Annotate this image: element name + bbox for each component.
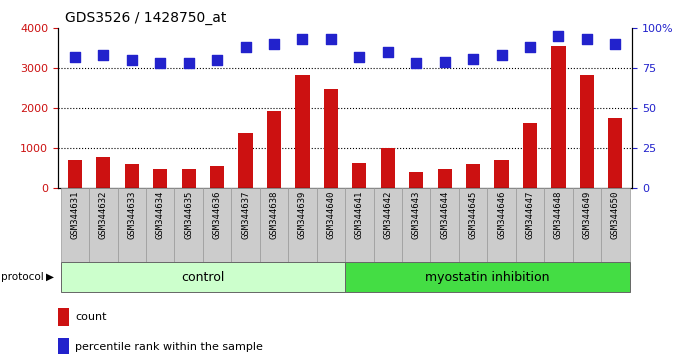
Text: percentile rank within the sample: percentile rank within the sample [75,342,263,352]
Bar [203,188,231,262]
Text: GSM344642: GSM344642 [384,190,392,239]
Bar [608,118,622,188]
Bar [96,156,110,188]
Bar [573,188,601,262]
Point [581,37,592,42]
Bar [580,75,594,188]
Point [382,50,393,55]
Bar [409,172,424,188]
Text: GSM344634: GSM344634 [156,190,165,239]
Point [297,37,308,42]
Text: GSM344640: GSM344640 [326,190,335,239]
Point [468,56,479,62]
Bar [58,308,69,326]
Bar [61,262,345,292]
Text: GSM344639: GSM344639 [298,190,307,239]
Bar [124,164,139,188]
Text: GSM344646: GSM344646 [497,190,506,239]
Bar [58,338,69,354]
Point [240,45,251,50]
Text: GSM344647: GSM344647 [526,190,534,239]
Point [326,37,337,42]
Bar [118,188,146,262]
Bar [523,123,537,188]
Point [610,41,621,47]
Point [524,45,535,50]
Text: GSM344635: GSM344635 [184,190,193,239]
Bar [515,188,544,262]
Point [496,53,507,58]
Text: GSM344632: GSM344632 [99,190,108,239]
Point [69,54,80,60]
Point [269,41,279,47]
Point [183,61,194,66]
Text: control: control [181,270,224,284]
Bar [430,188,459,262]
Text: GSM344643: GSM344643 [411,190,421,239]
Bar [295,75,309,188]
Bar [182,169,196,188]
Text: GSM344649: GSM344649 [582,190,592,239]
Text: GSM344650: GSM344650 [611,190,620,239]
Bar [437,169,452,188]
Bar [381,148,395,188]
Text: myostatin inhibition: myostatin inhibition [425,270,549,284]
Text: ▶: ▶ [46,272,54,282]
Text: GSM344636: GSM344636 [213,190,222,239]
Text: protocol: protocol [1,272,44,282]
Bar [544,188,573,262]
Bar [601,188,630,262]
Bar [153,169,167,188]
Point [155,61,166,66]
Bar [267,111,281,188]
Point [126,57,137,63]
Bar [231,188,260,262]
Bar [61,188,89,262]
Bar [345,188,373,262]
Bar [260,188,288,262]
Bar [317,188,345,262]
Bar [551,46,566,188]
Point [211,57,222,63]
Text: GSM344644: GSM344644 [440,190,449,239]
Bar [459,188,488,262]
Text: count: count [75,312,107,322]
Bar [210,166,224,188]
Point [411,61,422,66]
Bar [175,188,203,262]
Bar [68,160,82,188]
Text: GSM344638: GSM344638 [269,190,279,239]
Text: GSM344637: GSM344637 [241,190,250,239]
Bar [239,133,253,188]
Bar [373,188,402,262]
Text: GDS3526 / 1428750_at: GDS3526 / 1428750_at [65,11,226,25]
Text: GSM344648: GSM344648 [554,190,563,239]
Bar [466,164,480,188]
Bar [288,188,317,262]
Bar [324,89,338,188]
Bar [352,163,367,188]
Bar [345,262,630,292]
Text: GSM344641: GSM344641 [355,190,364,239]
Bar [488,188,515,262]
Text: GSM344645: GSM344645 [469,190,477,239]
Bar [402,188,430,262]
Bar [89,188,118,262]
Point [553,34,564,39]
Text: GSM344631: GSM344631 [70,190,80,239]
Text: GSM344633: GSM344633 [127,190,136,239]
Point [98,53,109,58]
Bar [494,160,509,188]
Bar [146,188,175,262]
Point [354,54,364,60]
Point [439,59,450,65]
